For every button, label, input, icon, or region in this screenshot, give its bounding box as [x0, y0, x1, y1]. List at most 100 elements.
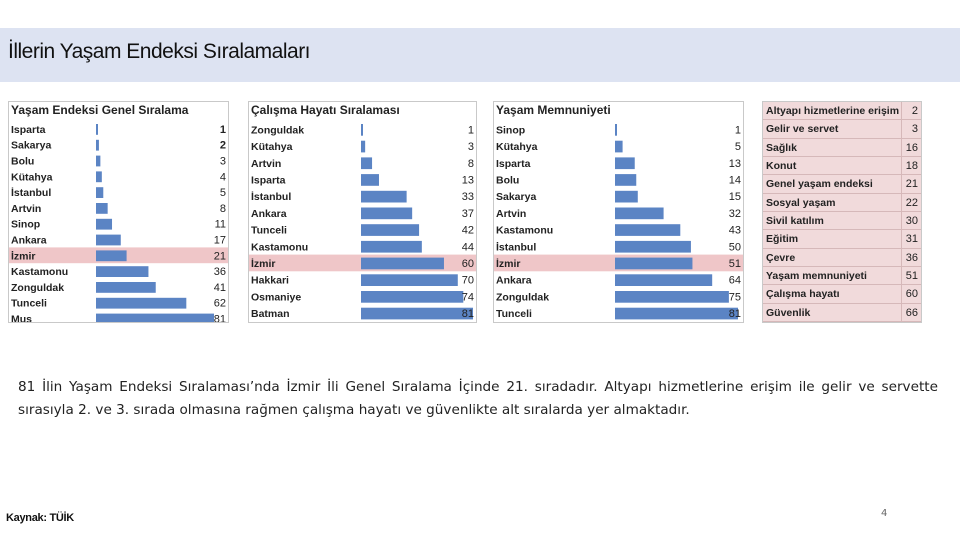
- category-label: Kastamonu: [11, 266, 68, 278]
- category-label: Kastamonu: [496, 225, 553, 237]
- value-label: 60: [462, 258, 474, 270]
- value-label: 70: [462, 275, 474, 287]
- category-label: Ankara: [11, 235, 47, 247]
- rank-value: 3: [911, 123, 918, 136]
- bar: [361, 307, 473, 320]
- value-label: 75: [729, 291, 741, 303]
- value-label: 81: [729, 308, 741, 320]
- value-label: 14: [729, 174, 741, 186]
- category-label: Isparta: [11, 124, 46, 136]
- bar: [96, 266, 149, 277]
- value-label: 74: [462, 291, 474, 303]
- value-label: 2: [220, 140, 226, 152]
- category-label: Kütahya: [496, 141, 538, 153]
- category-label: Ankara: [496, 275, 532, 287]
- rank-value: 36: [905, 251, 918, 264]
- rank-value: 30: [905, 215, 918, 227]
- category-label: Artvin: [496, 208, 526, 220]
- value-label: 36: [214, 266, 226, 278]
- bar: [96, 250, 127, 262]
- rank-value: 21: [905, 178, 918, 191]
- bar: [615, 224, 681, 236]
- indicator-name: Altyapı hizmetlerine erişim: [766, 105, 900, 117]
- bar: [96, 297, 187, 309]
- category-label: Hakkari: [251, 275, 289, 287]
- bar: [361, 174, 379, 186]
- column-divider: [901, 212, 902, 230]
- value-label: 33: [462, 191, 474, 203]
- rank-value: 66: [905, 306, 918, 319]
- column-divider: [901, 248, 902, 266]
- bar: [615, 124, 617, 136]
- value-label: 51: [729, 258, 741, 270]
- table-row: Sosyal yaşam 22: [763, 193, 921, 212]
- bar: [615, 274, 713, 286]
- category-label: İstanbul: [496, 240, 536, 253]
- page-number: 4: [881, 508, 888, 519]
- bar: [615, 291, 729, 303]
- category-label: Sakarya: [11, 140, 51, 152]
- rank-value: 31: [905, 233, 918, 246]
- bar: [96, 124, 98, 135]
- chart-panel-memnuniyet: Yaşam Memnuniyeti Sinop 1 Kütahya 5 Isparta 1…: [493, 101, 744, 323]
- rank-value: 22: [905, 196, 918, 209]
- indicator-name: Sosyal yaşam: [766, 196, 836, 209]
- indicator-name: Güvenlik: [766, 306, 811, 319]
- value-label: 13: [462, 174, 474, 186]
- bar: [361, 190, 407, 203]
- bar: [361, 274, 458, 286]
- summary-text: 81 İlin Yaşam Endeksi Sıralaması’nda İzm…: [18, 379, 938, 418]
- category-label: Kütahya: [11, 171, 53, 183]
- value-label: 42: [462, 225, 474, 237]
- column-divider: [901, 175, 902, 193]
- bar: [96, 171, 102, 183]
- page-title: İllerin Yaşam Endeksi Sıralamaları: [8, 40, 311, 63]
- indicator-name: Sağlık: [766, 141, 797, 154]
- bar: [361, 257, 444, 270]
- value-label: 11: [215, 219, 226, 231]
- value-label: 81: [462, 308, 474, 320]
- bar: [361, 157, 373, 170]
- column-divider: [901, 157, 902, 175]
- indicator-name: Eğitim: [766, 233, 799, 246]
- table-row: Genel yaşam endeksi 21: [763, 175, 921, 194]
- value-label: 5: [220, 187, 226, 199]
- category-label: Sinop: [496, 124, 525, 136]
- indicator-name: Genel yaşam endeksi: [766, 178, 873, 191]
- column-divider: [901, 285, 902, 303]
- value-label: 17: [214, 235, 226, 247]
- value-label: 44: [462, 241, 474, 253]
- category-label: Tunceli: [11, 298, 47, 310]
- category-label: Kastamonu: [251, 241, 308, 253]
- value-label: 62: [214, 298, 226, 310]
- category-label: İstanbul: [11, 186, 51, 199]
- category-label: Osmaniye: [251, 291, 301, 303]
- bar: [361, 291, 464, 303]
- table-row: Yaşam memnuniyeti 51: [763, 267, 921, 286]
- value-label: 1: [220, 124, 226, 136]
- bar: [361, 207, 413, 220]
- bar: [361, 140, 366, 153]
- table-row: Eğitim 31: [763, 230, 921, 249]
- bar: [615, 207, 664, 220]
- rank-value: 51: [905, 270, 918, 282]
- chart-svg-genel: Isparta 1 Sakarya 2 Bolu 3 Kütahya 4 İstanbul 5 Ar…: [9, 124, 228, 322]
- chart-title: Yaşam Memnuniyeti: [496, 103, 611, 117]
- category-label: Bolu: [496, 174, 519, 186]
- category-label: Artvin: [11, 203, 41, 215]
- table-row: Altyapı hizmetlerine erişim 2: [763, 102, 921, 121]
- category-label: Zonguldak: [251, 124, 304, 136]
- rank-value: 60: [905, 288, 918, 301]
- column-divider: [901, 138, 902, 156]
- column-divider: [901, 267, 902, 285]
- value-label: 4: [220, 171, 226, 183]
- category-label: Sinop: [11, 219, 40, 231]
- column-divider: [901, 303, 902, 321]
- value-label: 5: [735, 141, 741, 153]
- bar: [615, 174, 637, 186]
- category-label: Batman: [251, 308, 290, 320]
- table-row: Sağlık 16: [763, 138, 921, 157]
- table-row: Çevre 36: [763, 248, 921, 267]
- bar: [615, 307, 738, 320]
- column-divider: [901, 193, 902, 211]
